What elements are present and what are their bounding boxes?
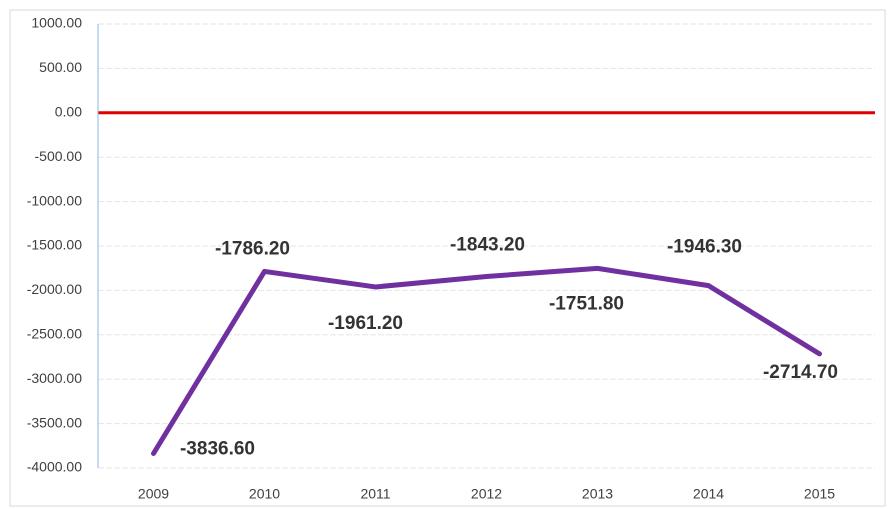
- data-label: -1946.30: [667, 237, 742, 258]
- y-tick-label: -1000.00: [27, 192, 82, 208]
- x-tick-label: 2015: [804, 486, 835, 502]
- y-tick-label: -3500.00: [27, 414, 82, 430]
- data-label: -2714.70: [763, 362, 838, 383]
- x-tick-label: 2011: [360, 486, 390, 502]
- chart-border: [9, 9, 886, 507]
- y-tick-label: -3000.00: [27, 370, 82, 386]
- y-tick-label: -4000.00: [27, 459, 82, 475]
- x-tick-label: 2012: [471, 486, 502, 502]
- x-tick-label: 2009: [138, 486, 169, 502]
- y-tick-label: -1500.00: [27, 237, 82, 253]
- y-tick-label: 1000.00: [31, 15, 82, 31]
- x-tick-label: 2013: [582, 486, 613, 502]
- x-tick-label: 2014: [693, 486, 724, 502]
- y-tick-label: -2500.00: [27, 326, 82, 342]
- y-tick-label: -500.00: [35, 148, 83, 164]
- y-tick-label: 500.00: [39, 59, 82, 75]
- data-label: -1786.20: [215, 238, 290, 259]
- data-label: -1961.20: [328, 313, 403, 334]
- data-label: -3836.60: [180, 439, 255, 460]
- line-series: [151, 265, 822, 456]
- y-tick-label: -2000.00: [27, 281, 82, 297]
- data-label: -1751.80: [549, 293, 624, 314]
- x-tick-label: 2010: [249, 486, 280, 502]
- data-label: -1843.20: [450, 234, 525, 255]
- y-tick-label: 0.00: [55, 104, 82, 120]
